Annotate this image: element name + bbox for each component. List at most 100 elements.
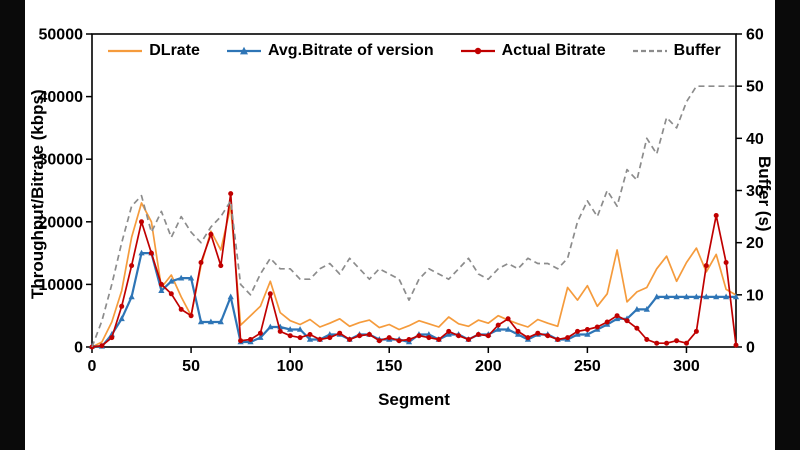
series-actual-bitrate-marker bbox=[99, 343, 105, 349]
series-actual-bitrate-marker bbox=[515, 328, 521, 334]
series-actual-bitrate-marker bbox=[386, 335, 392, 341]
series-actual-bitrate-marker bbox=[584, 327, 590, 332]
y-left-tick-label: 50000 bbox=[39, 27, 84, 44]
series-actual-bitrate-marker bbox=[158, 281, 164, 287]
series-actual-bitrate-marker bbox=[703, 263, 709, 269]
legend-label-buffer: Buffer bbox=[673, 42, 721, 59]
series-actual-bitrate-marker bbox=[168, 291, 174, 297]
series-actual-bitrate-marker bbox=[366, 332, 372, 337]
series-actual-bitrate-marker bbox=[604, 319, 610, 325]
series-avg-bitrate-of-version-marker bbox=[445, 331, 452, 337]
series-actual-bitrate-marker bbox=[307, 332, 313, 337]
series-avg-bitrate-of-version-marker bbox=[722, 293, 730, 300]
x-tick-label: 150 bbox=[376, 358, 403, 375]
series-avg-bitrate-of-version-marker bbox=[425, 331, 432, 337]
series-actual-bitrate-marker bbox=[337, 330, 343, 336]
y-right-tick-label: 60 bbox=[746, 27, 764, 44]
series-actual-bitrate-marker bbox=[525, 335, 531, 341]
series-avg-bitrate-of-version-marker bbox=[158, 287, 165, 293]
series-actual-bitrate-marker bbox=[674, 338, 680, 344]
y-axis-left-label: Throughput/Bitrate (kbps) bbox=[28, 89, 47, 299]
series-actual-bitrate-marker bbox=[327, 335, 333, 341]
series-actual-bitrate-marker bbox=[208, 231, 214, 237]
series-avg-bitrate-of-version-marker bbox=[187, 274, 195, 281]
series-actual-bitrate-marker bbox=[376, 338, 382, 344]
y-right-tick-label: 0 bbox=[746, 340, 755, 357]
series-avg-bitrate-of-version-marker bbox=[306, 336, 314, 342]
x-tick-label: 200 bbox=[475, 358, 502, 375]
series-avg-bitrate-of-version-marker bbox=[326, 331, 333, 337]
series-actual-bitrate-marker bbox=[693, 328, 699, 334]
y-left-tick-label: 10000 bbox=[39, 277, 84, 294]
series-actual-bitrate-marker bbox=[733, 342, 739, 348]
series-actual-bitrate-marker bbox=[347, 337, 353, 342]
series-avg-bitrate-of-version-marker bbox=[673, 293, 680, 300]
series-actual-bitrate-marker bbox=[139, 219, 144, 225]
y-right-tick-label: 30 bbox=[746, 183, 764, 200]
series-actual-bitrate-marker bbox=[654, 340, 660, 346]
series-actual-bitrate-marker bbox=[495, 322, 501, 328]
y-left-tick-label: 20000 bbox=[39, 214, 84, 231]
series-actual-bitrate-marker bbox=[119, 303, 125, 309]
series-avg-bitrate-of-version-marker bbox=[663, 293, 670, 300]
series-actual-bitrate-marker bbox=[238, 338, 244, 344]
series-avg-bitrate-of-version-line bbox=[92, 252, 736, 348]
series-actual-bitrate-marker bbox=[248, 337, 253, 342]
x-axis-label: Segment bbox=[378, 390, 450, 409]
series-avg-bitrate-of-version-marker bbox=[495, 326, 502, 332]
legend-sample-avg-bitrate-of-version bbox=[226, 46, 261, 55]
x-tick-label: 300 bbox=[673, 358, 700, 375]
series-avg-bitrate-of-version-marker bbox=[614, 315, 621, 322]
series-actual-bitrate-marker bbox=[565, 335, 571, 341]
x-tick-label: 100 bbox=[277, 358, 304, 375]
series-actual-bitrate-marker bbox=[188, 313, 194, 319]
series-actual-bitrate-marker bbox=[505, 316, 511, 322]
series-actual-bitrate-marker bbox=[555, 337, 561, 342]
y-right-tick-label: 10 bbox=[746, 287, 764, 304]
y-right-tick-label: 50 bbox=[746, 79, 764, 96]
series-actual-bitrate-marker bbox=[277, 328, 283, 334]
legend-label-dlrate: DLrate bbox=[149, 42, 200, 59]
series-actual-bitrate-marker bbox=[723, 260, 729, 265]
series-actual-bitrate-marker bbox=[287, 333, 293, 339]
series-actual-bitrate-marker bbox=[297, 335, 303, 341]
series-actual-bitrate-marker bbox=[148, 250, 154, 256]
series-avg-bitrate-of-version-marker bbox=[584, 331, 591, 337]
series-actual-bitrate-marker bbox=[396, 338, 402, 344]
series-buffer-line bbox=[91, 85, 736, 348]
series-avg-bitrate-of-version-marker bbox=[505, 326, 512, 332]
series-actual-bitrate-marker bbox=[713, 213, 719, 218]
legend-sample-actual-bitrate bbox=[460, 47, 495, 55]
series-avg-bitrate-of-version-marker bbox=[713, 293, 720, 300]
series-actual-bitrate-marker bbox=[416, 333, 422, 339]
series-actual-bitrate-marker bbox=[614, 313, 620, 319]
series-actual-bitrate-marker bbox=[267, 291, 273, 297]
series-actual-bitrate-marker bbox=[218, 263, 224, 269]
series-avg-bitrate-of-version-marker bbox=[217, 318, 224, 325]
y-axis-right-label: Buffer (s) bbox=[755, 156, 774, 232]
series-avg-bitrate-of-version-marker bbox=[178, 274, 185, 281]
legend-item-dlrate: DLrate bbox=[107, 42, 200, 60]
series-avg-bitrate-of-version-marker bbox=[574, 331, 581, 337]
series-avg-bitrate-of-version-marker bbox=[267, 323, 274, 330]
legend-sample-dlrate bbox=[108, 49, 143, 53]
legend-item-buffer: Buffer bbox=[632, 42, 721, 60]
series-actual-bitrate-marker bbox=[257, 330, 263, 336]
series-actual-bitrate-marker bbox=[406, 337, 412, 342]
series-avg-bitrate-of-version-marker bbox=[287, 326, 294, 332]
series-actual-bitrate-marker bbox=[436, 337, 442, 342]
series-actual-bitrate-marker bbox=[575, 328, 580, 334]
x-tick-label: 50 bbox=[182, 358, 200, 375]
series-actual-bitrate-marker bbox=[357, 333, 362, 339]
y-right-tick-label: 20 bbox=[746, 235, 764, 252]
series-avg-bitrate-of-version-marker bbox=[732, 293, 740, 300]
series-avg-bitrate-of-version-marker bbox=[683, 293, 690, 300]
legend-label-actual-bitrate: Actual Bitrate bbox=[501, 42, 606, 59]
series-avg-bitrate-of-version-marker bbox=[128, 293, 135, 300]
chart-legend: DLrate Avg.Bitrate of version Actual Bitra… bbox=[92, 42, 736, 60]
series-avg-bitrate-of-version-marker bbox=[653, 293, 660, 300]
series-actual-bitrate-marker bbox=[466, 337, 471, 342]
y-right-tick-label: 40 bbox=[746, 131, 764, 148]
